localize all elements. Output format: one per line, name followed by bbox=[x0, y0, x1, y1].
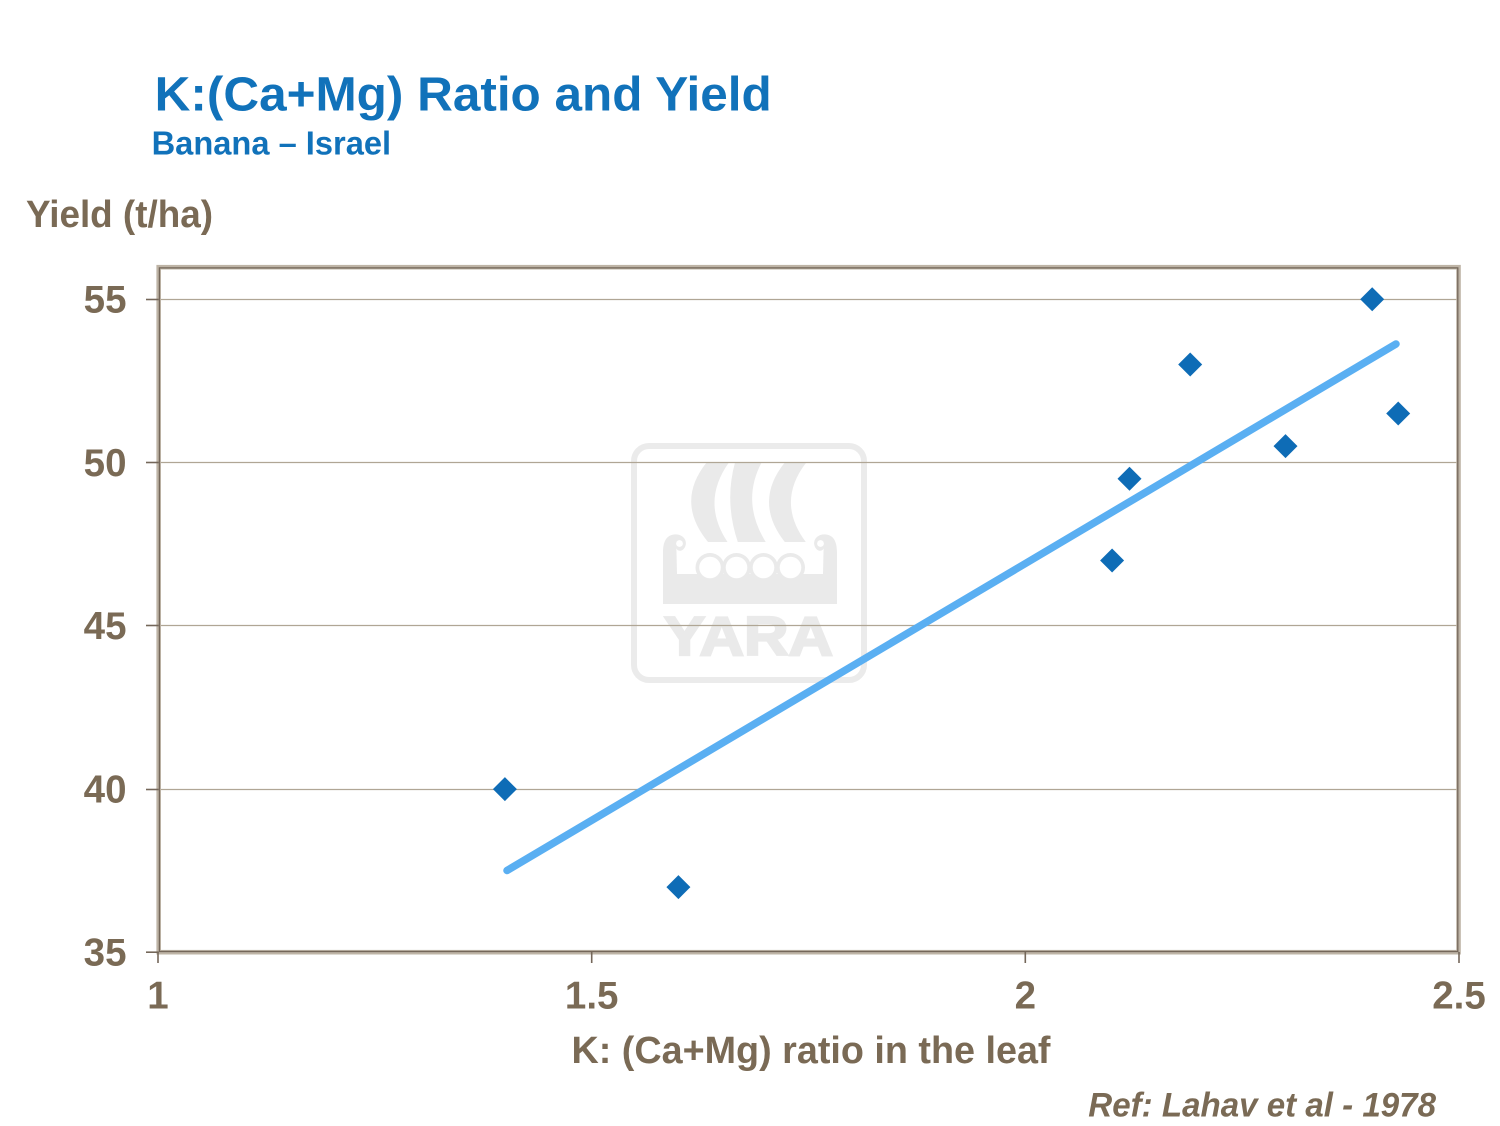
svg-text:Ref: Lahav et al - 1978: Ref: Lahav et al - 1978 bbox=[1088, 1087, 1436, 1125]
svg-text:55: 55 bbox=[84, 278, 127, 321]
svg-text:35: 35 bbox=[84, 932, 127, 975]
svg-text:1: 1 bbox=[147, 974, 168, 1017]
svg-text:Yield (t/ha): Yield (t/ha) bbox=[26, 194, 213, 236]
svg-text:2.5: 2.5 bbox=[1432, 974, 1486, 1017]
svg-text:40: 40 bbox=[84, 768, 127, 811]
svg-text:2: 2 bbox=[1015, 974, 1036, 1017]
svg-text:Banana – Israel: Banana – Israel bbox=[152, 124, 392, 161]
svg-text:K: (Ca+Mg) ratio in the leaf: K: (Ca+Mg) ratio in the leaf bbox=[572, 1030, 1051, 1072]
svg-text:K:(Ca+Mg) Ratio and Yield: K:(Ca+Mg) Ratio and Yield bbox=[155, 69, 772, 122]
svg-text:45: 45 bbox=[84, 605, 127, 648]
svg-text:50: 50 bbox=[84, 442, 127, 485]
svg-text:1.5: 1.5 bbox=[565, 974, 619, 1017]
svg-text:YARA: YARA bbox=[664, 605, 833, 667]
